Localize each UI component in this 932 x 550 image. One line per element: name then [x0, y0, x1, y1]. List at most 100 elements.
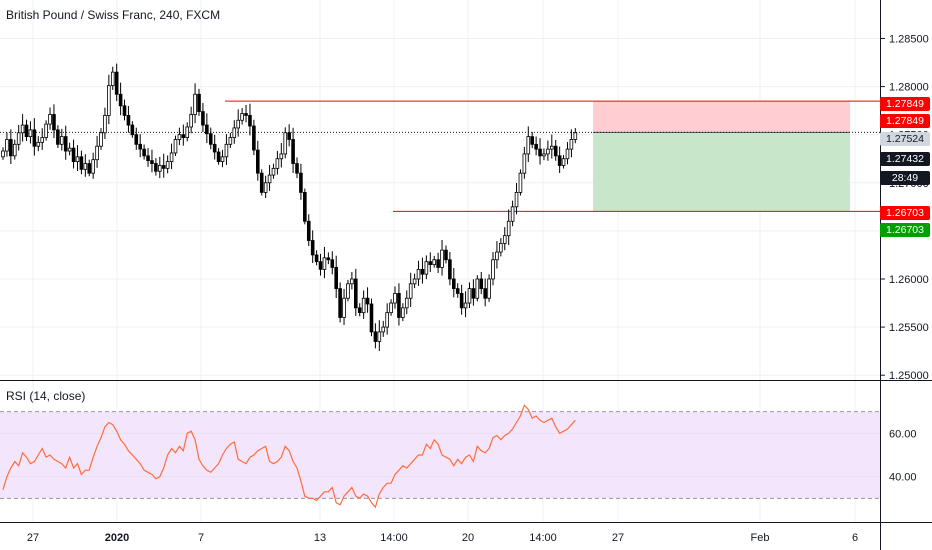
candle-body — [157, 165, 162, 172]
candle-body — [416, 268, 421, 280]
candle-body — [279, 153, 284, 160]
candle-body — [306, 220, 311, 241]
candle-body — [165, 161, 170, 169]
chart-title: British Pound / Swiss Franc, 240, FXCM — [6, 8, 221, 22]
price-tick-label: 1.25500 — [889, 322, 929, 334]
candle-body — [565, 148, 570, 160]
candle-body — [534, 143, 538, 150]
target-axis-tag: 1.26703 — [880, 223, 930, 237]
candle-body — [271, 167, 276, 176]
candle-body — [389, 302, 393, 314]
stop-price-tag: 1.27849 — [880, 97, 930, 111]
candle-body — [299, 172, 303, 193]
candle-body — [185, 126, 190, 138]
candle-body — [310, 240, 315, 256]
candle-body — [103, 115, 107, 134]
candle-body — [154, 163, 158, 172]
candle-body — [553, 145, 558, 157]
candle-body — [126, 115, 131, 126]
bar-countdown: 28:49 — [880, 171, 930, 185]
candle-body — [397, 293, 401, 318]
candle-body — [373, 331, 378, 342]
candle-body — [303, 192, 307, 222]
candle-body — [420, 268, 425, 275]
target-zone — [593, 132, 850, 212]
candle-body — [40, 137, 44, 143]
candles — [1, 63, 578, 351]
candle-body — [91, 159, 95, 174]
candle-body — [32, 129, 37, 147]
entry-price-tag: 1.27524 — [880, 132, 930, 146]
candle-body — [326, 257, 331, 261]
rsi-band — [0, 411, 880, 499]
candle-body — [283, 132, 288, 155]
rsi-tick-label: 40.00 — [889, 472, 917, 484]
candle-body — [522, 153, 527, 174]
candle-body — [114, 71, 119, 95]
candle-body — [169, 152, 174, 163]
candle-body — [542, 153, 546, 157]
candle-body — [463, 302, 468, 309]
candle-body — [342, 297, 346, 318]
target-price-tag: 1.26703 — [880, 206, 930, 220]
candle-body — [401, 307, 405, 318]
candle-body — [240, 113, 244, 121]
time-tick-label: 14:00 — [380, 532, 408, 544]
candle-body — [12, 143, 17, 157]
stop-axis-tag: 1.27849 — [880, 114, 930, 128]
stop-zone — [593, 101, 850, 133]
candle-body — [440, 249, 444, 268]
candle-body — [448, 259, 452, 280]
time-tick-label: 27 — [612, 532, 624, 544]
time-tick-label: 27 — [27, 532, 39, 544]
candle-body — [244, 113, 248, 116]
candle-body — [314, 254, 319, 263]
price-tick-label: 1.25000 — [889, 370, 929, 382]
rsi-pane — [0, 404, 880, 509]
candle-body — [24, 124, 29, 138]
candle-body — [36, 141, 41, 147]
candle-body — [138, 143, 143, 150]
candle-body — [75, 156, 80, 163]
candle-body — [357, 307, 362, 314]
candle-body — [252, 125, 256, 151]
candle-body — [369, 303, 374, 333]
candle-body — [216, 151, 221, 163]
candle-body — [550, 145, 554, 150]
candle-body — [495, 251, 499, 261]
candle-body — [189, 114, 193, 128]
candle-body — [224, 143, 229, 158]
last-price-tag: 1.27432 — [880, 152, 930, 166]
candle-body — [506, 220, 511, 237]
candle-body — [530, 136, 534, 145]
candle-body — [255, 149, 260, 174]
candle-body — [365, 297, 370, 305]
time-tick-label: 2020 — [105, 532, 129, 544]
candle-body — [295, 163, 299, 174]
candle-body — [573, 132, 578, 140]
candle-body — [177, 134, 182, 140]
candle-body — [381, 326, 386, 333]
candle-body — [471, 288, 476, 299]
candle-body — [150, 160, 154, 164]
time-tick-label: Feb — [751, 532, 770, 544]
candle-body — [459, 293, 464, 309]
candle-body — [393, 293, 397, 304]
time-tick-label: 20 — [462, 532, 474, 544]
candle-body — [16, 132, 21, 145]
candle-body — [118, 93, 123, 107]
time-tick-label: 13 — [314, 532, 326, 544]
candle-body — [526, 136, 531, 155]
candle-body — [5, 139, 9, 152]
rsi-line — [2, 404, 576, 509]
candle-body — [546, 148, 550, 155]
time-tick-label: 14:00 — [529, 532, 557, 544]
candle-body — [334, 267, 338, 290]
candle-body — [428, 261, 433, 265]
candle-body — [193, 93, 197, 115]
candle-body — [569, 139, 574, 150]
candle-body — [557, 155, 562, 166]
candle-body — [9, 139, 13, 157]
time-tick-label: 6 — [852, 532, 858, 544]
